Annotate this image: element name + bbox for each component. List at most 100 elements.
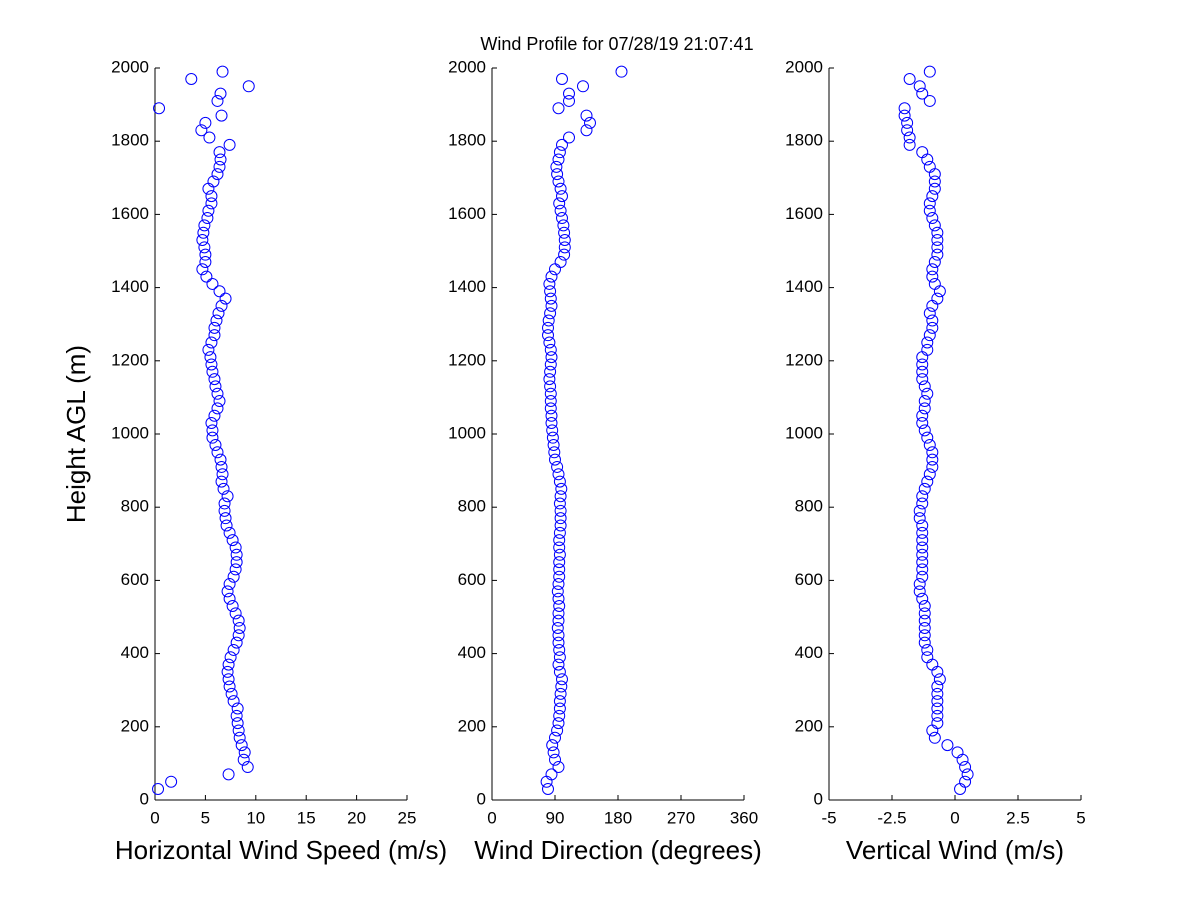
- data-point: [916, 548, 929, 561]
- data-point: [918, 607, 931, 620]
- y-tick-label: 200: [795, 716, 823, 735]
- x-tick-label: 0: [487, 808, 496, 827]
- data-point: [223, 578, 236, 591]
- data-point: [928, 182, 941, 195]
- data-point: [921, 431, 934, 444]
- x-tick-label: 5: [1076, 808, 1085, 827]
- data-point: [231, 702, 244, 715]
- data-point: [916, 541, 929, 554]
- data-point: [553, 570, 566, 583]
- data-point: [956, 753, 969, 766]
- data-point: [928, 731, 941, 744]
- data-point: [547, 438, 560, 451]
- data-point: [211, 168, 224, 181]
- y-tick-label: 1200: [785, 350, 823, 369]
- data-point: [542, 329, 554, 342]
- data-point: [553, 643, 566, 656]
- data-point: [931, 665, 944, 678]
- data-point: [546, 431, 559, 444]
- data-point: [223, 138, 236, 151]
- data-point: [552, 717, 565, 730]
- data-point: [208, 409, 221, 422]
- data-point: [230, 709, 243, 722]
- data-point: [916, 146, 929, 159]
- data-point: [199, 248, 212, 261]
- y-tick-label: 600: [121, 570, 149, 589]
- data-point: [199, 255, 212, 268]
- data-point: [544, 307, 557, 320]
- data-point: [554, 687, 567, 700]
- data-point: [923, 468, 936, 481]
- data-point: [954, 783, 967, 796]
- x-tick-label: -5: [821, 808, 836, 827]
- data-point: [551, 724, 564, 737]
- data-point: [615, 65, 628, 78]
- data-point: [921, 475, 934, 488]
- data-point: [558, 241, 571, 254]
- data-point: [208, 373, 221, 386]
- data-point: [165, 775, 178, 788]
- data-point: [544, 285, 557, 298]
- data-point: [185, 72, 198, 85]
- data-point: [553, 702, 566, 715]
- data-point: [552, 658, 565, 671]
- y-tick-label: 800: [795, 497, 823, 516]
- data-point: [553, 665, 566, 678]
- data-point: [554, 182, 567, 195]
- data-point: [214, 453, 227, 466]
- x-axis-label: Horizontal Wind Speed (m/s): [115, 835, 447, 865]
- data-point: [542, 321, 554, 334]
- data-point: [224, 651, 237, 664]
- data-point: [213, 285, 226, 298]
- data-point: [223, 592, 236, 605]
- y-tick-label: 2000: [448, 57, 486, 76]
- data-point: [553, 197, 566, 210]
- data-point: [923, 94, 936, 107]
- data-point: [916, 365, 929, 378]
- data-point: [923, 197, 936, 210]
- data-point: [918, 636, 931, 649]
- data-point: [232, 724, 245, 737]
- data-point: [916, 519, 929, 532]
- data-point: [923, 65, 936, 78]
- data-point: [552, 153, 565, 166]
- data-point: [213, 395, 226, 408]
- data-point: [557, 219, 570, 232]
- data-point: [214, 87, 227, 100]
- data-point: [226, 600, 239, 613]
- y-tick-label: 1400: [448, 277, 486, 296]
- data-point: [549, 263, 561, 276]
- data-point: [556, 72, 568, 85]
- data-point: [198, 241, 211, 254]
- data-point: [923, 160, 936, 173]
- y-tick-label: 1600: [785, 204, 823, 223]
- y-tick-label: 600: [458, 570, 486, 589]
- data-point: [918, 614, 931, 627]
- data-point: [221, 490, 234, 503]
- data-point: [918, 629, 931, 642]
- data-point: [926, 658, 939, 671]
- data-point: [230, 556, 243, 569]
- data-point: [898, 109, 911, 122]
- data-point: [916, 570, 929, 583]
- y-tick-label: 400: [795, 643, 823, 662]
- data-point: [543, 373, 556, 386]
- y-tick-label: 1800: [111, 131, 149, 150]
- data-point: [918, 380, 931, 393]
- data-point: [212, 307, 225, 320]
- data-point: [205, 417, 218, 430]
- data-point: [584, 116, 596, 129]
- data-point: [923, 204, 936, 217]
- data-point: [563, 87, 575, 100]
- data-point: [551, 460, 564, 473]
- y-tick-label: 2000: [111, 57, 149, 76]
- data-point: [931, 234, 944, 247]
- data-point: [219, 512, 232, 525]
- data-point: [923, 307, 936, 320]
- data-point: [553, 563, 566, 576]
- data-point: [931, 292, 944, 305]
- data-point: [211, 94, 224, 107]
- data-point: [545, 417, 558, 430]
- x-axis-label: Wind Direction (degrees): [474, 835, 762, 865]
- y-tick-label: 200: [121, 716, 149, 735]
